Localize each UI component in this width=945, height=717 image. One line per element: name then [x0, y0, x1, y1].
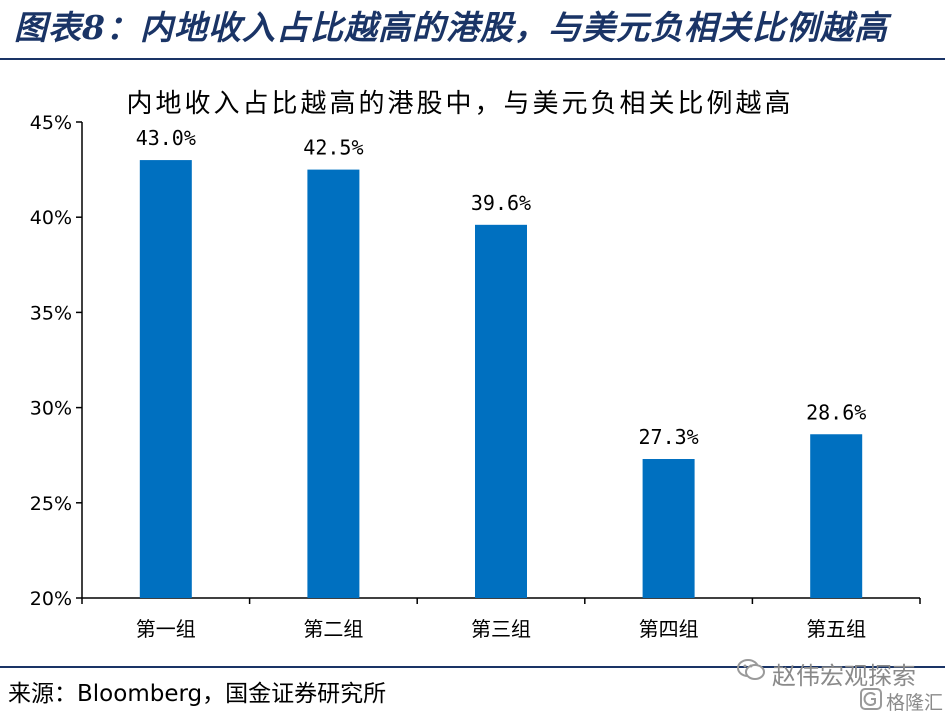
data-label: 28.6%	[806, 400, 866, 424]
source-note: 来源：Bloomberg，国金证券研究所	[8, 681, 387, 707]
y-tick-label: 30%	[30, 398, 72, 420]
x-tick-label: 第二组	[303, 617, 363, 641]
x-tick-label: 第一组	[136, 617, 196, 641]
chart-area: 内地收入占比越高的港股中，与美元负相关比例越高 20% 25% 30% 35% 40% 4…	[0, 62, 945, 662]
page-title: 图表8：内地收入占比越高的港股，与美元负相关比例越高	[14, 8, 888, 47]
y-tick-label: 25%	[30, 493, 72, 515]
bar	[139, 160, 192, 598]
chart-title: 内地收入占比越高的港股中，与美元负相关比例越高	[126, 89, 793, 119]
x-tick-label: 第五组	[806, 617, 866, 641]
data-label: 42.5%	[303, 136, 363, 160]
bar	[475, 224, 527, 599]
y-tick-label: 40%	[30, 207, 72, 229]
brand-watermark: 格隆汇	[860, 687, 944, 715]
watermark: 赵伟宏观探索	[736, 657, 916, 690]
data-label: 43.0%	[136, 126, 196, 150]
footer-divider	[0, 666, 945, 668]
y-tick-label: 20%	[30, 588, 72, 610]
x-tick-label: 第三组	[471, 617, 531, 641]
brand-watermark-text: 格隆汇	[886, 691, 944, 714]
title-divider	[0, 58, 945, 60]
data-label: 39.6%	[471, 191, 531, 215]
wechat-icon	[736, 657, 766, 689]
x-tick-label: 第四组	[639, 617, 699, 641]
y-tick-label: 35%	[30, 302, 72, 324]
bar-chart: 内地收入占比越高的港股中，与美元负相关比例越高 20% 25% 30% 35% 40% 4…	[30, 89, 921, 641]
bar	[810, 434, 863, 598]
bar	[642, 459, 695, 598]
brand-logo-icon	[860, 687, 882, 715]
data-label: 27.3%	[638, 425, 698, 449]
y-tick-label: 45%	[30, 112, 72, 134]
bar	[307, 169, 360, 598]
watermark-text: 赵伟宏观探索	[772, 661, 916, 690]
